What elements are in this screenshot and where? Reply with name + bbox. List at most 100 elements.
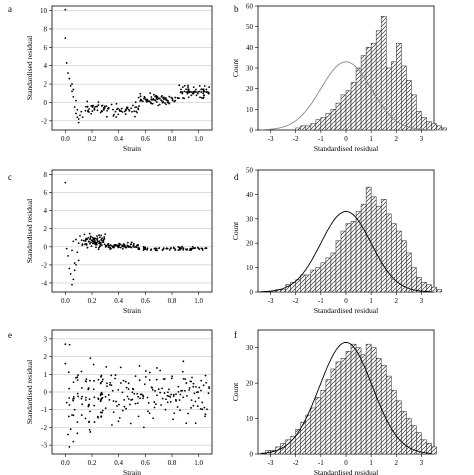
data-point	[130, 241, 133, 244]
histogram-bar	[385, 67, 392, 131]
histogram-bar	[411, 267, 417, 293]
data-point	[109, 247, 112, 249]
data-point	[133, 246, 136, 249]
data-point	[203, 406, 206, 409]
histogram-bar	[340, 358, 347, 455]
data-point	[116, 107, 119, 110]
data-point	[121, 245, 124, 248]
histogram-bar	[305, 414, 312, 455]
data-point	[163, 392, 166, 394]
data-point	[81, 403, 84, 406]
plot-frame	[51, 169, 213, 293]
data-point	[69, 85, 72, 87]
x-tick-label: -2	[293, 459, 299, 467]
data-point	[197, 397, 200, 399]
data-point	[97, 104, 100, 106]
y-tick-label: 4	[44, 207, 48, 215]
data-point	[68, 267, 71, 270]
data-point	[89, 410, 91, 413]
y-tick-label: 6	[44, 189, 48, 197]
histogram-bar	[431, 123, 437, 131]
histogram-bar	[310, 269, 317, 293]
histogram-bar	[315, 119, 322, 131]
data-point	[89, 379, 91, 382]
data-point	[193, 90, 196, 93]
data-point	[165, 97, 167, 99]
y-tick-label: 20	[246, 380, 254, 388]
data-point	[85, 396, 87, 399]
data-point	[85, 105, 87, 108]
data-point	[132, 245, 134, 247]
histogram-bar	[431, 446, 437, 455]
data-point	[139, 100, 142, 102]
data-point	[115, 102, 118, 105]
panel-b: b 0 10 20 30 40 50 60 -3 -2 -1 0 1 2 3 Standardised res…	[231, 3, 447, 153]
data-point	[200, 91, 203, 94]
histogram-bar	[380, 199, 387, 293]
data-point	[87, 236, 90, 239]
data-point	[141, 100, 144, 103]
plot-frame	[51, 5, 213, 131]
x-tick-label: 1.0	[194, 297, 203, 305]
data-point	[130, 243, 133, 246]
data-point	[69, 428, 72, 431]
data-point	[83, 233, 86, 236]
data-point	[148, 379, 151, 381]
data-point	[190, 399, 193, 402]
data-point	[97, 398, 100, 401]
data-point	[105, 244, 108, 247]
data-point	[181, 245, 184, 248]
data-point	[72, 399, 75, 402]
histogram-bar	[305, 125, 312, 131]
y-tick-label: 4	[44, 62, 48, 70]
data-point	[77, 395, 79, 398]
data-point	[117, 245, 120, 247]
data-point	[207, 392, 210, 395]
data-point	[87, 110, 89, 113]
data-point	[198, 248, 201, 251]
data-point	[121, 111, 124, 113]
data-point	[77, 259, 80, 262]
data-point	[177, 385, 180, 388]
x-tick-label: 0	[344, 135, 348, 143]
normal-fit-curve	[260, 211, 432, 293]
data-point	[181, 370, 184, 373]
data-point	[131, 391, 134, 394]
data-point	[127, 398, 130, 400]
data-point	[93, 107, 96, 110]
x-tick-label: 1	[369, 135, 373, 143]
data-point	[101, 237, 103, 240]
data-point	[98, 240, 101, 243]
y-tick-label: 10	[246, 264, 254, 272]
data-point	[80, 397, 83, 400]
data-point	[72, 414, 75, 417]
data-point	[130, 107, 133, 110]
y-tick-label: 2	[44, 353, 48, 361]
data-point	[187, 90, 189, 93]
data-point	[140, 98, 143, 101]
data-point	[122, 243, 125, 245]
data-point	[91, 236, 94, 239]
data-point	[185, 382, 188, 384]
data-point	[111, 424, 113, 426]
data-point	[132, 242, 135, 245]
data-point	[197, 92, 199, 95]
data-point	[97, 248, 100, 251]
data-point	[197, 91, 199, 93]
data-point	[99, 411, 102, 414]
data-point	[155, 95, 158, 98]
data-point	[93, 396, 96, 399]
data-point	[112, 108, 114, 111]
data-point	[190, 249, 193, 251]
histogram-bar	[370, 42, 377, 131]
data-point	[198, 386, 201, 389]
data-point	[104, 395, 107, 398]
data-point	[191, 376, 193, 379]
data-point	[194, 400, 197, 403]
data-point	[89, 242, 91, 245]
data-point	[185, 422, 188, 425]
histogram-bar	[431, 286, 437, 293]
data-point	[152, 97, 155, 100]
data-point	[178, 84, 181, 87]
